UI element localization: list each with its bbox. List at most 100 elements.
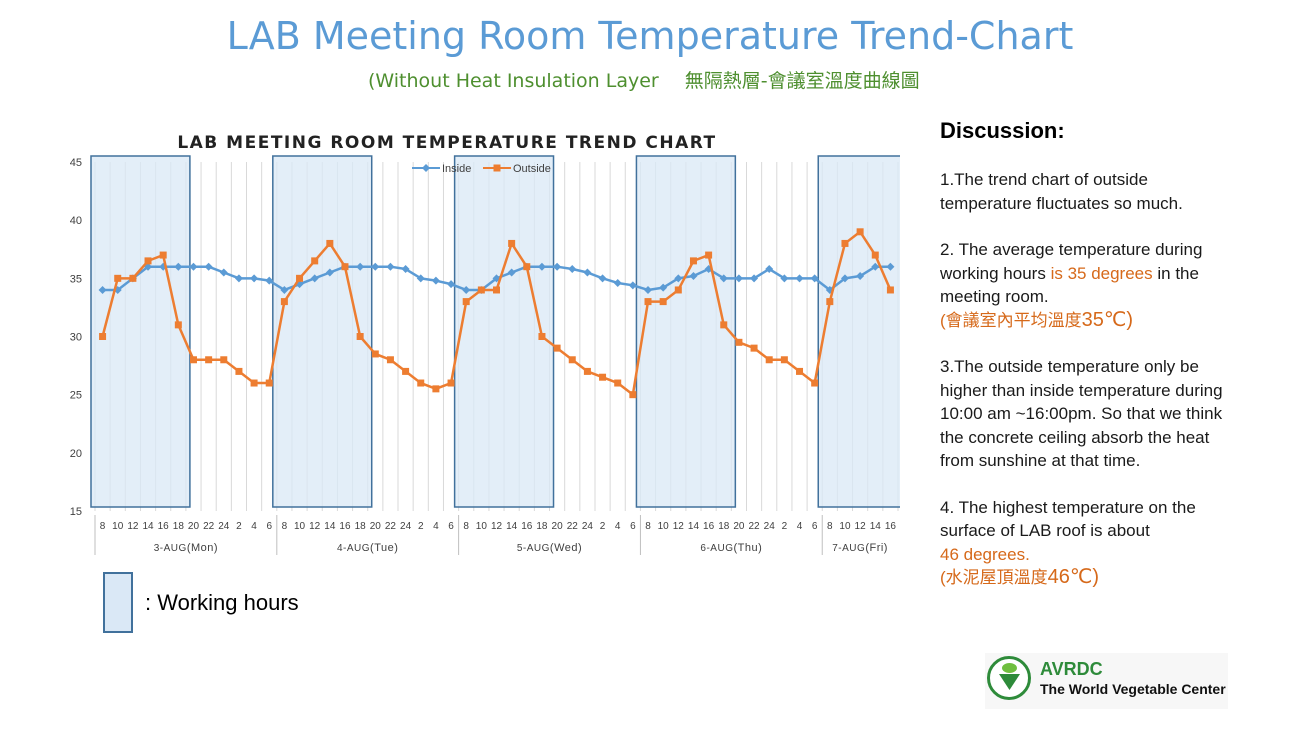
day-weekday: (Wed): [550, 542, 582, 554]
data-point-outside: [402, 367, 410, 375]
x-tick-label: 22: [749, 521, 761, 532]
data-point-outside: [311, 257, 319, 265]
data-point-inside: [719, 274, 728, 283]
page-title: LAB Meeting Room Temperature Trend-Chart: [226, 14, 1074, 58]
data-point-outside: [432, 385, 440, 393]
x-tick-label: 16: [521, 521, 533, 532]
data-point-inside: [553, 262, 562, 271]
x-tick-label: 16: [339, 521, 351, 532]
x-tick-label: 2: [782, 521, 788, 532]
x-tick-label: 22: [203, 521, 215, 532]
x-tick-label: 10: [658, 521, 670, 532]
data-point-inside: [462, 285, 471, 294]
x-tick-label: 6: [630, 521, 636, 532]
data-point-outside: [599, 373, 607, 381]
x-tick-label: 24: [400, 521, 412, 532]
discussion-point-2: 2. The average temperature during workin…: [940, 238, 1240, 332]
working-hours-box: [90, 155, 191, 508]
data-point-outside: [296, 274, 304, 282]
working-hours-box: [817, 155, 900, 508]
data-point-outside: [674, 286, 682, 294]
data-point-inside: [613, 278, 622, 287]
data-point-inside: [871, 262, 880, 271]
subtitle-chinese: 無隔熱層-會議室溫度曲線圖: [684, 70, 920, 92]
x-tick-label: 2: [600, 521, 606, 532]
data-point-outside: [174, 321, 182, 329]
discussion-panel: Discussion: 1.The trend chart of outside…: [940, 118, 1240, 613]
legend-marker: [493, 164, 501, 172]
data-point-inside: [659, 283, 668, 292]
point-2-text-a: 2. The average temperature during workin…: [940, 240, 1203, 283]
x-tick-label: 16: [703, 521, 715, 532]
data-point-inside: [310, 274, 319, 283]
data-point-outside: [371, 350, 379, 358]
page-subtitle: (Without Heat Insulation Layer 無隔熱層-會議室溫…: [368, 66, 920, 93]
day-group-label: 5-AUG(Wed): [517, 542, 582, 554]
x-tick-label: 4: [615, 521, 621, 532]
day-group-label: 4-AUG(Tue): [337, 542, 398, 554]
working-hours-legend-label: : Working hours: [145, 590, 299, 615]
data-point-outside: [841, 239, 849, 247]
point-4-chinese: (水泥屋頂溫度46℃): [940, 566, 1099, 588]
data-point-outside: [568, 356, 576, 364]
x-tick-label: 2: [418, 521, 424, 532]
data-point-outside: [235, 367, 243, 375]
data-point-inside: [447, 280, 456, 289]
data-point-outside: [205, 356, 213, 364]
data-point-inside: [507, 268, 516, 277]
point-2-highlight: is 35 degrees: [1050, 263, 1153, 283]
x-tick-label: 18: [718, 521, 730, 532]
data-point-outside: [280, 298, 288, 306]
day-group-label: 3-AUG(Mon): [154, 542, 218, 554]
data-point-inside: [98, 285, 107, 294]
data-point-outside: [159, 251, 167, 259]
x-tick-label: 22: [385, 521, 397, 532]
data-point-inside: [583, 268, 592, 277]
data-point-inside: [371, 262, 380, 271]
x-tick-label: 18: [536, 521, 548, 532]
data-point-outside: [735, 338, 743, 346]
data-point-inside: [250, 274, 259, 283]
data-point-outside: [250, 379, 258, 387]
data-point-inside: [734, 274, 743, 283]
data-point-outside: [493, 286, 500, 294]
day-weekday: (Fri): [865, 542, 888, 554]
x-tick-label: 20: [733, 521, 745, 532]
data-point-inside: [537, 262, 546, 271]
data-point-outside: [189, 356, 197, 364]
x-tick-label: 16: [158, 521, 170, 532]
x-tick-label: 18: [173, 521, 185, 532]
point-2-chinese: (會議室內平均溫度35℃): [940, 309, 1133, 331]
data-point-inside: [219, 268, 228, 277]
day-label: 3-AUG: [154, 543, 187, 554]
y-tick-label: 15: [70, 506, 82, 518]
data-point-outside: [508, 239, 516, 247]
data-point-outside: [871, 251, 879, 259]
data-point-inside: [795, 274, 804, 283]
chart-title: LAB MEETING ROOM TEMPERATURE TREND CHART: [177, 133, 716, 153]
data-point-inside: [780, 274, 789, 283]
data-point-inside: [598, 274, 607, 283]
data-point-inside: [280, 285, 289, 294]
data-point-inside: [856, 272, 865, 281]
data-point-inside: [765, 265, 774, 274]
x-tick-label: 10: [294, 521, 306, 532]
x-tick-label: 4: [433, 521, 439, 532]
point-4-highlight: 46 degrees.: [940, 544, 1030, 564]
data-point-inside: [886, 262, 895, 271]
data-point-outside: [523, 263, 531, 271]
x-tick-label: 12: [309, 521, 321, 532]
x-tick-label: 12: [673, 521, 685, 532]
data-point-inside: [750, 274, 759, 283]
data-point-outside: [705, 251, 713, 259]
temperature-line-chart: LAB MEETING ROOM TEMPERATURE TREND CHART…: [70, 133, 900, 555]
data-point-inside: [386, 262, 395, 271]
data-point-outside: [477, 286, 485, 294]
data-point-outside: [750, 344, 758, 352]
x-tick-label: 2: [236, 521, 242, 532]
data-point-outside: [386, 356, 394, 364]
x-tick-label: 16: [885, 521, 897, 532]
x-tick-label: 8: [827, 521, 833, 532]
data-point-inside: [265, 276, 274, 285]
day-group-label: 6-AUG(Thu): [700, 542, 762, 554]
